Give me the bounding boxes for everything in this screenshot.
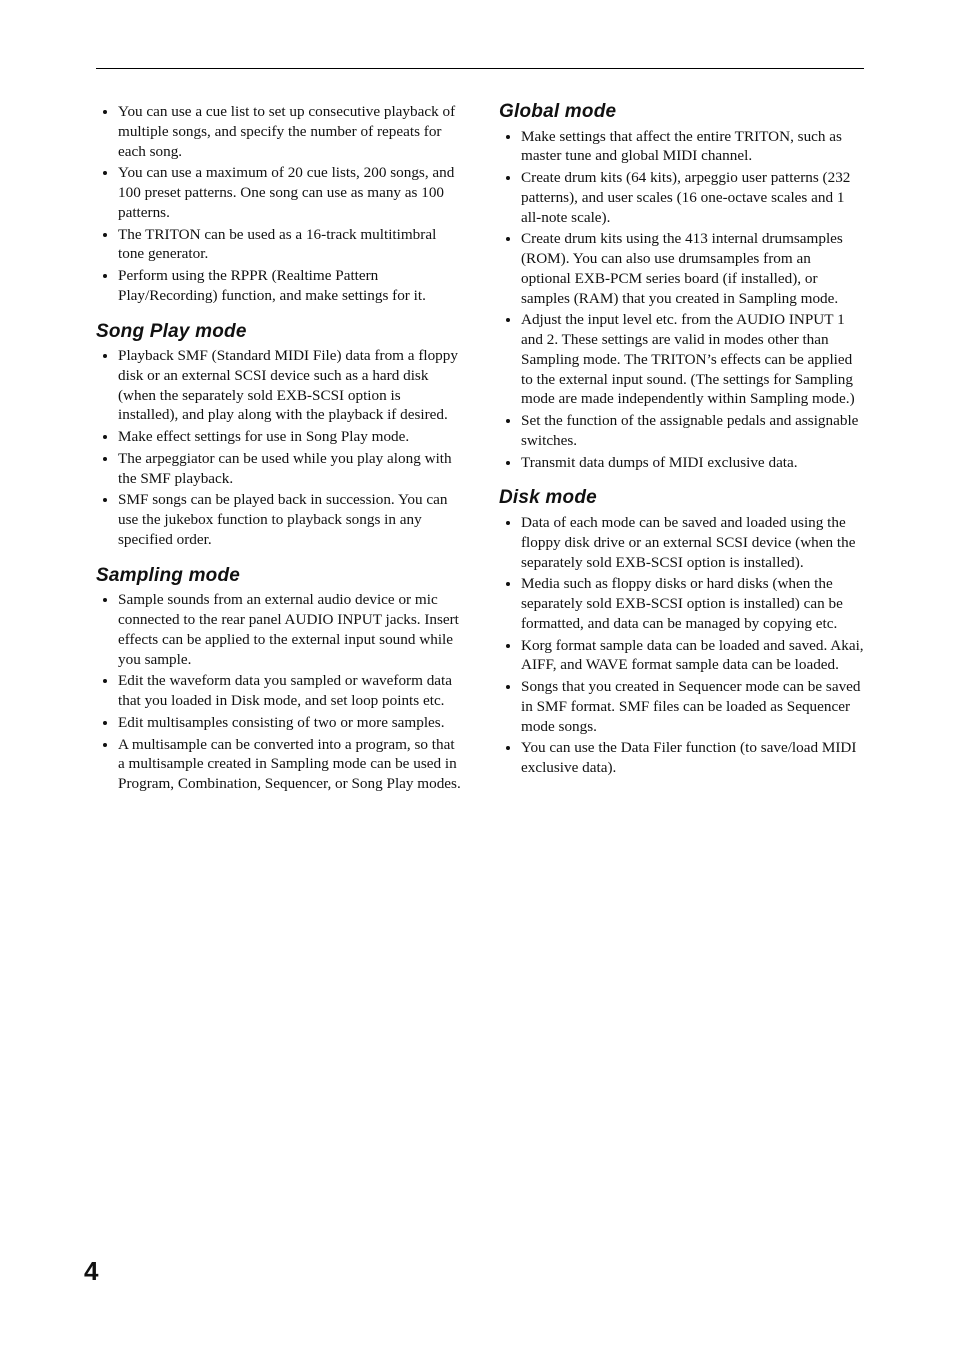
top-rule — [96, 68, 864, 69]
list-item: You can use the Data Filer function (to … — [521, 738, 864, 778]
disk-list: Data of each mode can be saved and loade… — [499, 513, 864, 778]
body-columns: You can use a cue list to set up consecu… — [96, 100, 864, 800]
list-item: Set the function of the assignable pedal… — [521, 411, 864, 451]
list-item: Data of each mode can be saved and loade… — [521, 513, 864, 572]
list-item: Transmit data dumps of MIDI exclusive da… — [521, 453, 864, 473]
list-item: Sample sounds from an external audio dev… — [118, 590, 461, 669]
list-item: Edit multisamples consisting of two or m… — [118, 713, 461, 733]
list-item: The arpeggiator can be used while you pl… — [118, 449, 461, 489]
heading-global-mode: Global mode — [499, 100, 864, 125]
list-item: You can use a cue list to set up consecu… — [118, 102, 461, 161]
heading-sampling-mode: Sampling mode — [96, 564, 461, 589]
song-play-list: Playback SMF (Standard MIDI File) data f… — [96, 346, 461, 550]
list-item: Korg format sample data can be loaded an… — [521, 636, 864, 676]
heading-song-play-mode: Song Play mode — [96, 320, 461, 345]
list-item: SMF songs can be played back in successi… — [118, 490, 461, 549]
list-item: Edit the waveform data you sampled or wa… — [118, 671, 461, 711]
global-list: Make settings that affect the entire TRI… — [499, 127, 864, 473]
list-item: You can use a maximum of 20 cue lists, 2… — [118, 163, 461, 222]
list-item: A multisample can be converted into a pr… — [118, 735, 461, 794]
list-item: Adjust the input level etc. from the AUD… — [521, 310, 864, 409]
heading-disk-mode: Disk mode — [499, 486, 864, 511]
list-item: Create drum kits (64 kits), arpeggio use… — [521, 168, 864, 227]
intro-list: You can use a cue list to set up consecu… — [96, 102, 461, 306]
list-item: Make effect settings for use in Song Pla… — [118, 427, 461, 447]
list-item: Songs that you created in Sequencer mode… — [521, 677, 864, 736]
list-item: The TRITON can be used as a 16-track mul… — [118, 225, 461, 265]
list-item: Playback SMF (Standard MIDI File) data f… — [118, 346, 461, 425]
sampling-list: Sample sounds from an external audio dev… — [96, 590, 461, 794]
list-item: Perform using the RPPR (Realtime Pattern… — [118, 266, 461, 306]
list-item: Media such as floppy disks or hard disks… — [521, 574, 864, 633]
page-number: 4 — [84, 1256, 98, 1287]
list-item: Create drum kits using the 413 internal … — [521, 229, 864, 308]
list-item: Make settings that affect the entire TRI… — [521, 127, 864, 167]
